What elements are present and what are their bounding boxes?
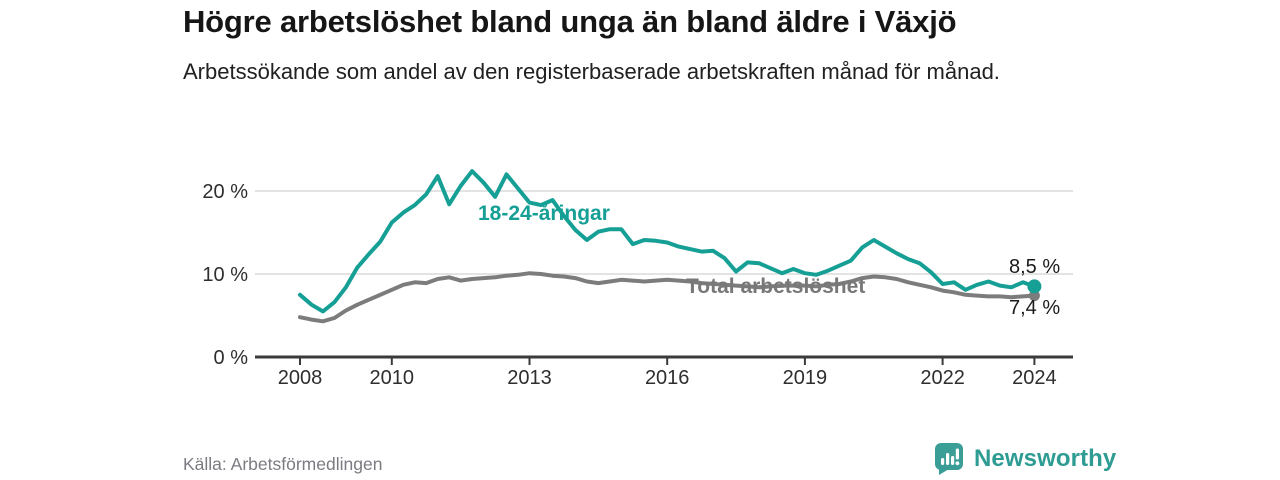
series-line (298, 169, 1037, 314)
newsworthy-logo: Newsworthy (934, 442, 1116, 476)
x-tick-label: 2013 (507, 367, 552, 389)
end-value-young: 8,5 % (1009, 256, 1061, 278)
series-line (298, 271, 1037, 324)
x-tick-label: 2008 (278, 367, 323, 389)
x-tick-label: 2024 (1012, 367, 1057, 389)
x-tick-label: 2016 (645, 367, 690, 389)
x-tick-label: 2022 (920, 367, 965, 389)
chart-subtitle: Arbetssökande som andel av den registerb… (183, 59, 1000, 84)
newsworthy-wordmark: Newsworthy (974, 445, 1117, 472)
newsworthy-icon (935, 443, 963, 475)
x-tick-label: 2019 (783, 367, 828, 389)
end-dot (1028, 290, 1040, 302)
y-tick-label: 0 % (214, 347, 249, 369)
source-attribution: Källa: Arbetsförmedlingen (183, 454, 383, 474)
end-dot (1027, 279, 1042, 294)
chart-title: Högre arbetslöshet bland unga än bland ä… (183, 4, 957, 39)
end-value-total: 7,4 % (1009, 297, 1061, 319)
y-tick-label: 10 % (202, 264, 248, 286)
y-tick-label: 20 % (202, 181, 248, 203)
x-tick-label: 2010 (370, 367, 415, 389)
series-label-young: 18-24-åringar (478, 202, 610, 225)
series-label-total: Total arbetslöshet (686, 275, 866, 298)
